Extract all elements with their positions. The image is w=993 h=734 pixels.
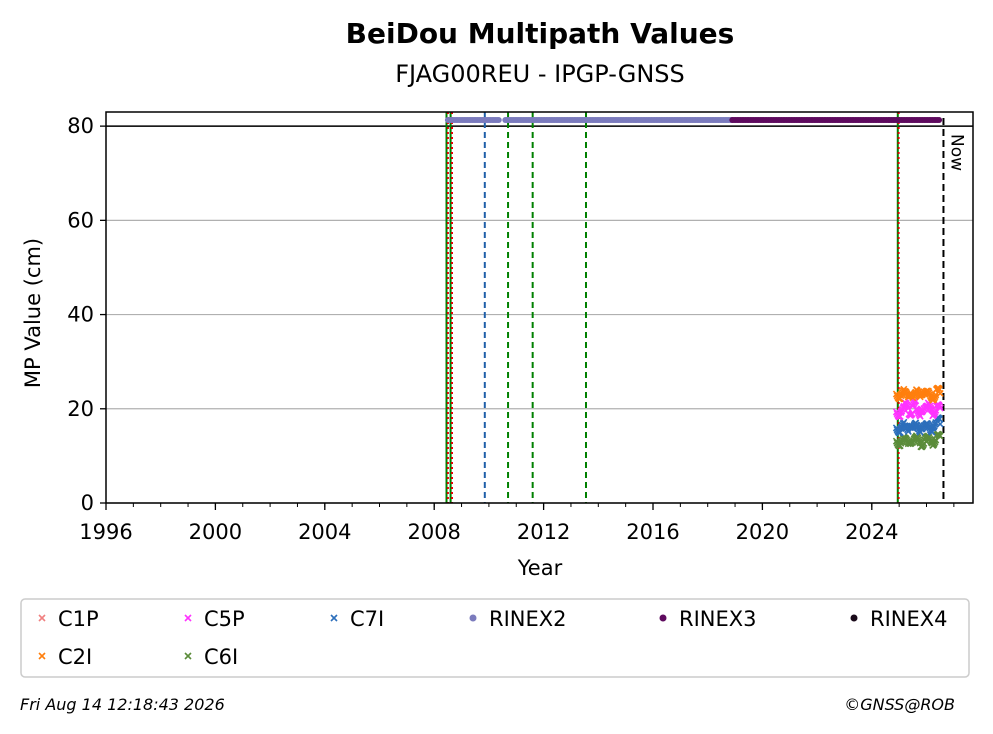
x-tick-label: 2004: [298, 520, 351, 544]
legend-item-rinex3: RINEX3: [659, 607, 757, 631]
footer-timestamp: Fri Aug 14 12:18:43 2026: [20, 695, 225, 714]
legend-box: [20, 598, 970, 678]
data-point-c5p: [935, 402, 944, 410]
legend-label: RINEX3: [679, 607, 757, 631]
y-tick-label: 0: [81, 491, 94, 515]
footer-copyright: ©GNSS@ROB: [844, 695, 955, 714]
y-tick-label: 40: [67, 303, 94, 327]
legend-label: C5P: [204, 607, 245, 631]
x-tick-label: 2016: [626, 520, 679, 544]
data-point-c7i: [936, 420, 944, 428]
y-tick-label: 20: [67, 397, 94, 421]
x-tick-label: 2024: [845, 520, 898, 544]
legend-marker: [38, 614, 46, 622]
legend-item-c7i: C7I: [330, 607, 384, 631]
legend-marker: [184, 614, 192, 622]
x-tick-label: 2000: [189, 520, 242, 544]
legend-marker: [330, 614, 338, 622]
data-point-c5p: [936, 404, 944, 412]
legend-marker: [184, 652, 192, 660]
legend: C1P C5P C7I RINEX2 RINEX3 RINEX4 C2I C6I: [20, 598, 970, 678]
legend-label: C6I: [204, 645, 238, 669]
legend-marker: [850, 614, 858, 622]
chart-title: BeiDou Multipath Values: [346, 17, 735, 50]
plot-frame: [105, 111, 974, 504]
legend-label: RINEX2: [489, 607, 567, 631]
legend-marker: [38, 652, 46, 660]
rinex-point-rinex3: [936, 117, 943, 124]
legend-marker: [659, 614, 667, 622]
legend-label: C1P: [58, 607, 99, 631]
legend-marker: [469, 614, 477, 622]
legend-item-c1p: C1P: [38, 607, 99, 631]
legend-item-rinex4: RINEX4: [850, 607, 948, 631]
legend-label: RINEX4: [870, 607, 948, 631]
y-axis-label: MP Value (cm): [21, 238, 45, 388]
legend-item-c2i: C2I: [38, 645, 92, 669]
legend-item-c5p: C5P: [184, 607, 245, 631]
legend-label: C2I: [58, 645, 92, 669]
x-tick-label: 2008: [407, 520, 460, 544]
y-tick-label: 80: [67, 114, 94, 138]
x-tick-label: 1996: [79, 520, 132, 544]
x-tick-label: 2012: [517, 520, 570, 544]
data-point-c2i: [936, 389, 944, 397]
y-tick-label: 60: [67, 208, 94, 232]
plot-area: Now 0 20 40 60 80 1996 2000 2004 2008 2012 2016 2020…: [67, 111, 974, 544]
data-point-c6i: [936, 432, 944, 440]
x-axis-label: Year: [517, 556, 563, 580]
rinex-point-rinex2: [495, 117, 502, 124]
chart-subtitle: FJAG00REU - IPGP-GNSS: [395, 60, 685, 88]
legend-item-c6i: C6I: [184, 645, 238, 669]
now-label: Now: [946, 134, 966, 171]
legend-item-rinex2: RINEX2: [469, 607, 567, 631]
x-tick-label: 2020: [736, 520, 789, 544]
legend-label: C7I: [350, 607, 384, 631]
